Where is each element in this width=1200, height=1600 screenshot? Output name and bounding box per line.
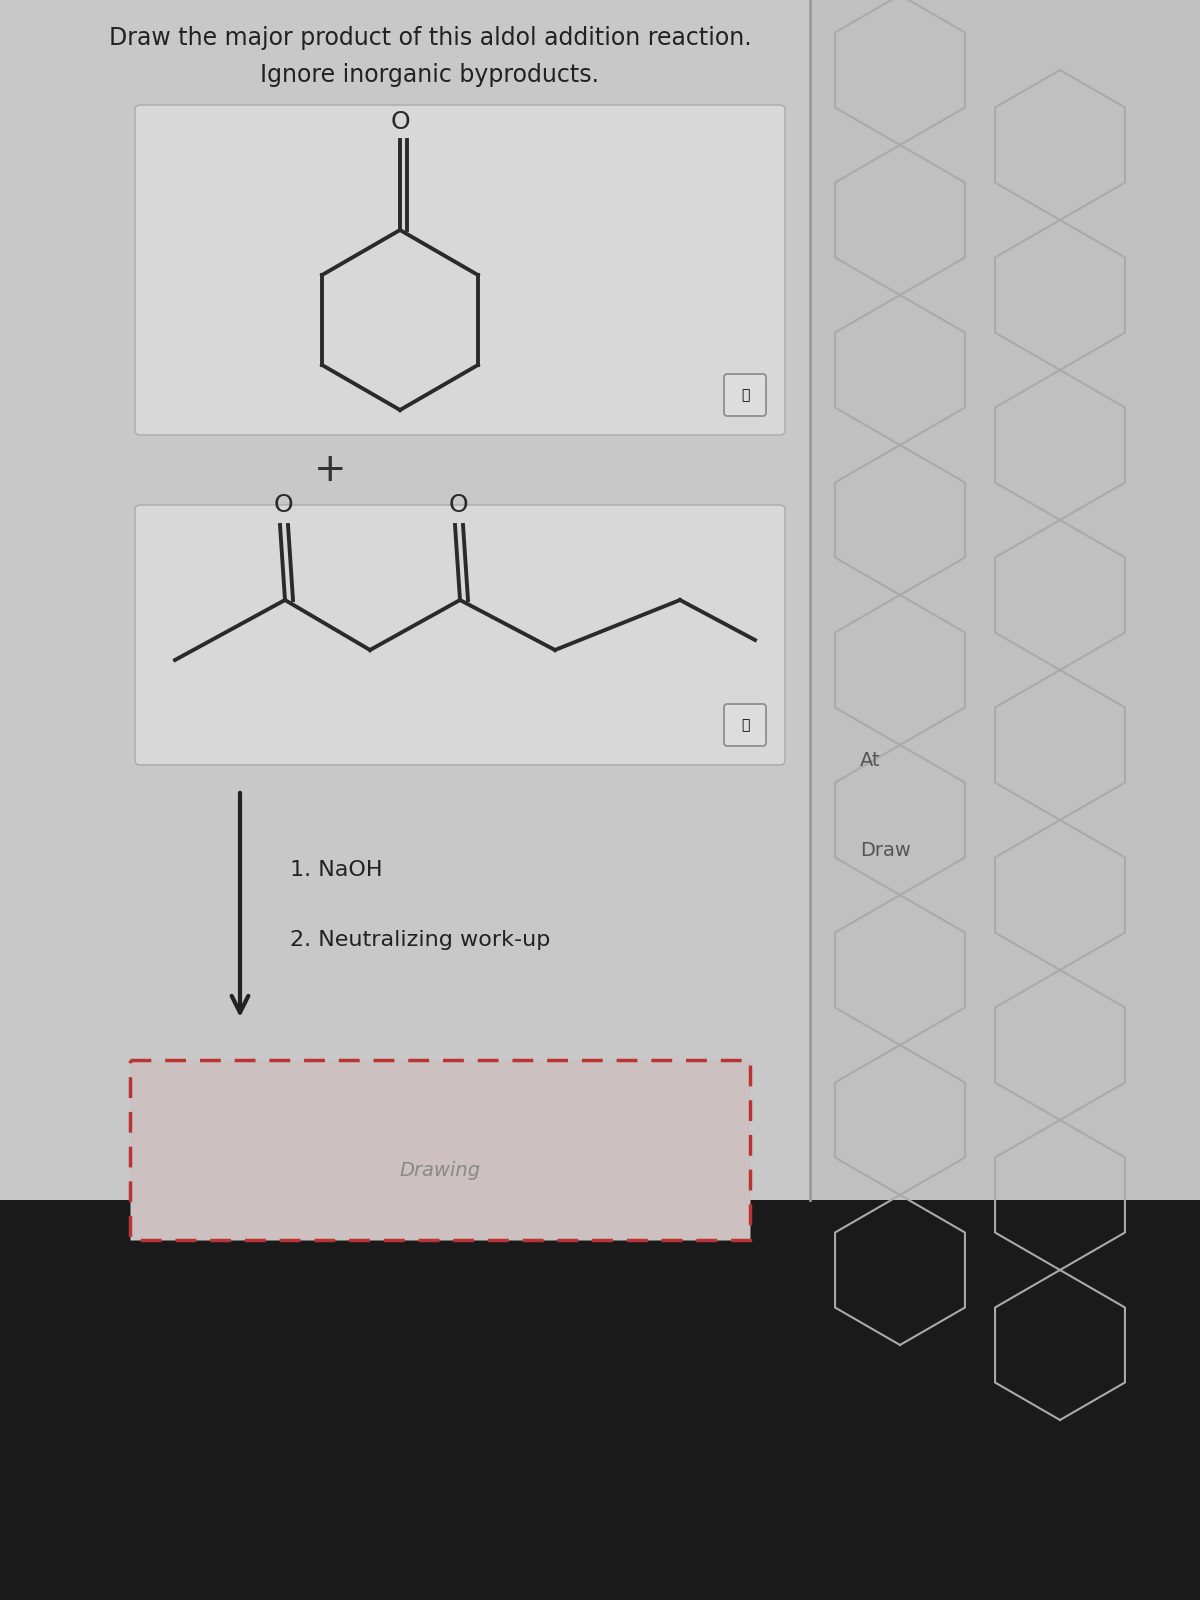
FancyBboxPatch shape bbox=[724, 704, 766, 746]
FancyBboxPatch shape bbox=[134, 106, 785, 435]
Text: O: O bbox=[274, 493, 293, 517]
Text: 1. NaOH: 1. NaOH bbox=[290, 861, 383, 880]
Text: Draw: Draw bbox=[860, 840, 911, 859]
Text: At: At bbox=[860, 750, 881, 770]
Text: Ignore inorganic byproducts.: Ignore inorganic byproducts. bbox=[260, 62, 600, 86]
Text: 2. Neutralizing work-up: 2. Neutralizing work-up bbox=[290, 930, 551, 950]
Text: Draw the major product of this aldol addition reaction.: Draw the major product of this aldol add… bbox=[109, 26, 751, 50]
Text: O: O bbox=[448, 493, 468, 517]
Bar bbox=[130, 1059, 750, 1240]
Bar bbox=[810, 0, 1200, 1200]
FancyBboxPatch shape bbox=[134, 506, 785, 765]
Text: +: + bbox=[313, 451, 347, 490]
FancyBboxPatch shape bbox=[724, 374, 766, 416]
Bar bbox=[0, 1200, 1200, 1600]
Text: O: O bbox=[390, 110, 410, 134]
Text: 🔍: 🔍 bbox=[740, 718, 749, 733]
Text: Drawing: Drawing bbox=[400, 1160, 480, 1179]
Text: 🔍: 🔍 bbox=[740, 387, 749, 402]
